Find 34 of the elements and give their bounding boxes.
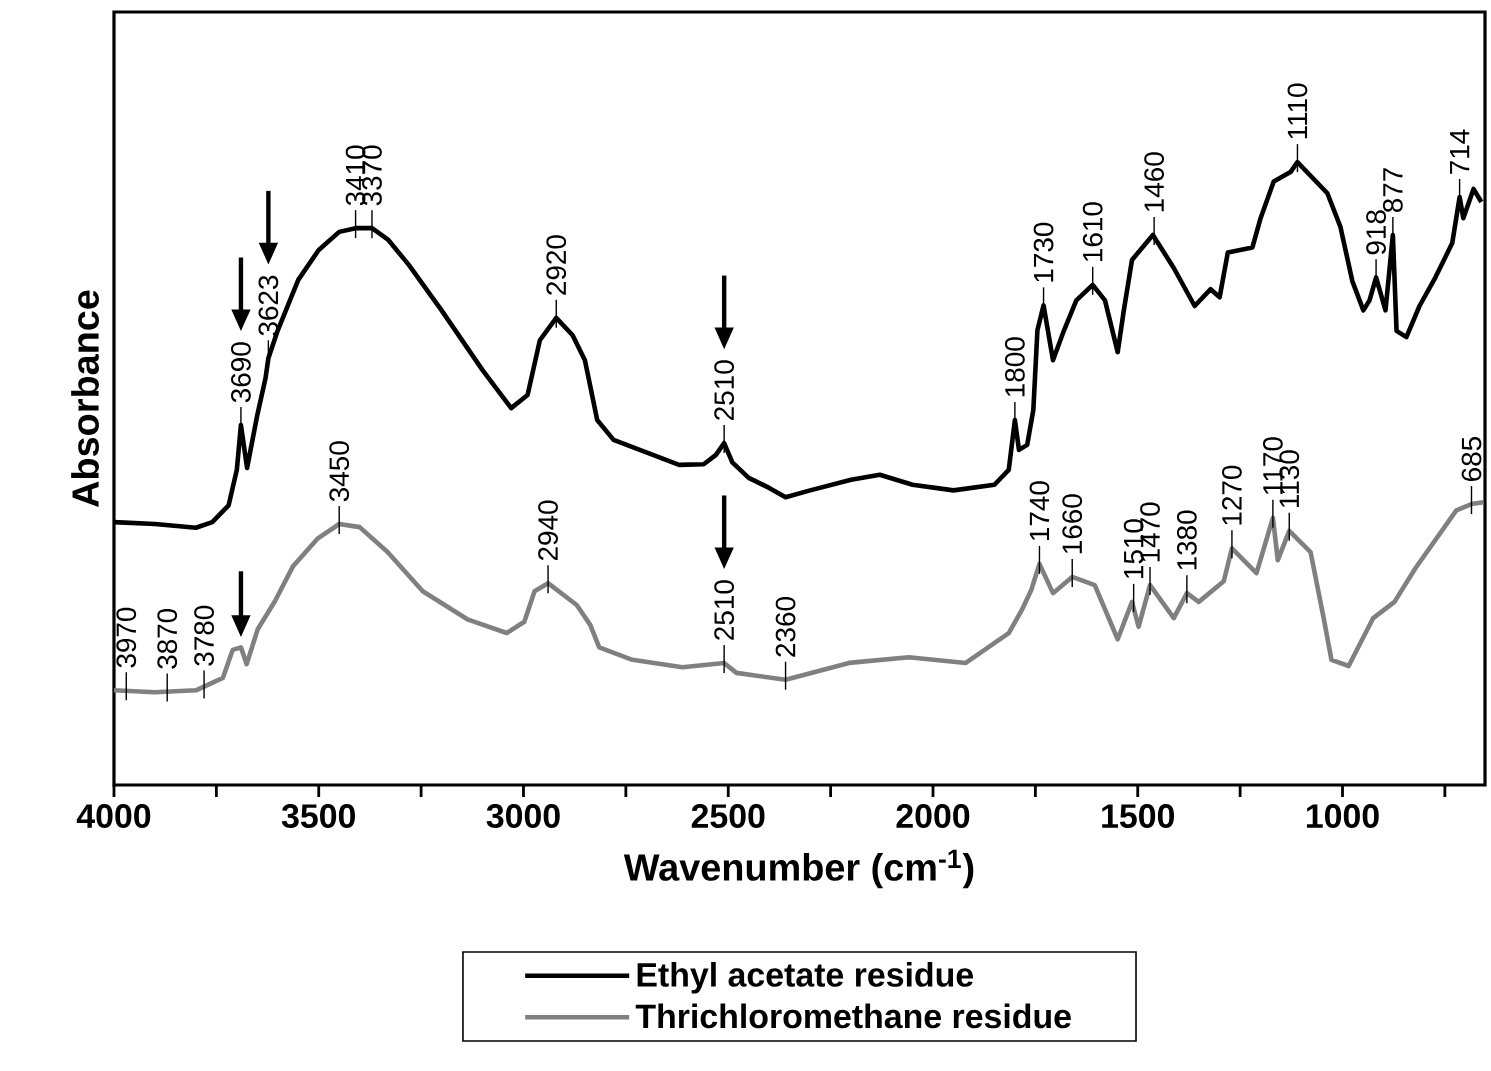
annotation: 3450 [329, 441, 350, 502]
annotation: 714 [1450, 129, 1470, 174]
annotation: 1610 [1082, 202, 1103, 261]
x-tick-label: 2000 [896, 804, 970, 829]
annotation: 2920 [546, 235, 567, 295]
x-tick-label: 1000 [1306, 804, 1379, 829]
annotation: 918 [1366, 210, 1386, 255]
legend-label: Ethyl acetate residue [637, 961, 974, 994]
annotation: 2940 [538, 500, 558, 561]
annotation: 3623 [258, 275, 279, 336]
annotation: 1110 [1287, 83, 1308, 139]
annotation: 2510 [714, 580, 735, 640]
legend-label: Thrichloromethane residue [635, 1003, 1071, 1029]
annotation: 685 [1461, 437, 1482, 481]
annotation: 1660 [1062, 494, 1083, 554]
annotation: 3780 [194, 605, 214, 666]
annotation: 1460 [1144, 152, 1165, 212]
annotation: 1730 [1033, 222, 1054, 282]
x-tick-label: 4000 [76, 804, 151, 829]
x-tick-label: 3000 [486, 804, 560, 829]
x-tick-label: 1500 [1102, 804, 1174, 829]
annotation: 1270 [1222, 465, 1242, 525]
annotation: 2510 [714, 360, 735, 420]
annotation: 1800 [1005, 337, 1025, 397]
x-tick-label: 3500 [281, 804, 355, 829]
annotation: 3870 [157, 608, 178, 669]
annotation: 2360 [775, 597, 796, 657]
y-axis-title: Absorbance [71, 290, 99, 507]
annotation: 1740 [1029, 481, 1050, 541]
annotation: 3690 [231, 342, 251, 403]
annotation: 1380 [1176, 510, 1197, 570]
x-tick-label: 2500 [691, 804, 765, 829]
annotation: 3970 [116, 607, 137, 668]
x-axis-title: Wavenumber (cm$^{-1}$) [623, 849, 974, 889]
